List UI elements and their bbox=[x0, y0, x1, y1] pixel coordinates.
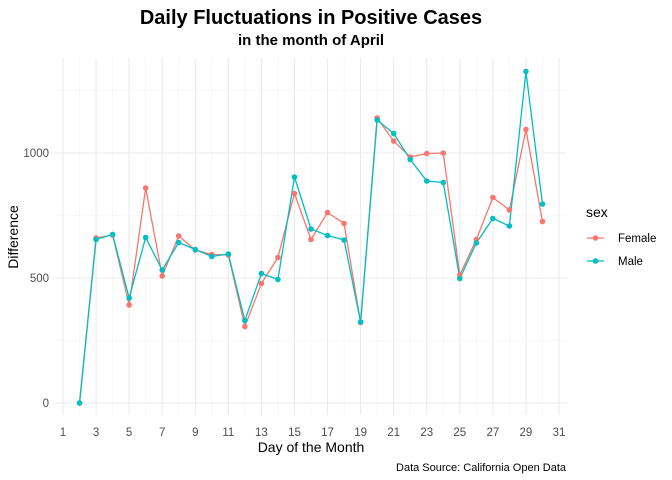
data-point-male bbox=[390, 130, 397, 137]
data-point-male bbox=[539, 201, 546, 207]
data-point-male bbox=[242, 317, 248, 324]
x-tick-label: 19 bbox=[354, 427, 367, 439]
data-point-female bbox=[142, 185, 149, 191]
x-tick-label: 27 bbox=[486, 427, 499, 439]
data-point-female bbox=[324, 209, 331, 216]
data-point-male bbox=[275, 276, 281, 283]
x-tick-label: 31 bbox=[553, 427, 566, 439]
x-tick-label: 29 bbox=[520, 427, 533, 439]
data-point-male bbox=[423, 178, 430, 184]
data-point-male bbox=[209, 253, 215, 260]
data-point-female bbox=[258, 280, 265, 287]
data-point-male bbox=[324, 232, 331, 239]
data-point-male bbox=[457, 275, 463, 282]
x-tick-label: 17 bbox=[321, 427, 334, 439]
data-point-male bbox=[357, 319, 364, 325]
data-point-female bbox=[275, 254, 281, 261]
data-point-male bbox=[192, 246, 199, 253]
x-tick-label: 9 bbox=[192, 427, 198, 439]
legend-label-female: Female bbox=[618, 233, 656, 245]
data-point-female bbox=[159, 273, 165, 279]
legend-key-point bbox=[592, 258, 599, 264]
y-tick-label: 0 bbox=[43, 398, 49, 410]
x-tick-label: 21 bbox=[387, 427, 400, 439]
x-tick-label: 5 bbox=[126, 427, 132, 439]
data-point-male bbox=[473, 240, 480, 246]
data-point-female bbox=[291, 190, 298, 197]
plot-series bbox=[76, 68, 546, 406]
data-point-female bbox=[539, 218, 546, 225]
data-point-female bbox=[523, 126, 529, 133]
x-tick-label: 23 bbox=[420, 427, 433, 439]
data-point-female bbox=[341, 220, 347, 227]
y-tick-label: 500 bbox=[30, 273, 49, 285]
data-point-female bbox=[126, 302, 132, 308]
chart-subtitle: in the month of April bbox=[238, 32, 384, 49]
data-point-female bbox=[440, 150, 447, 156]
data-point-female bbox=[490, 194, 496, 201]
data-point-male bbox=[76, 400, 83, 406]
x-tick-label: 25 bbox=[453, 427, 466, 439]
data-point-male bbox=[225, 251, 232, 257]
x-tick-label: 11 bbox=[222, 427, 234, 439]
data-point-female bbox=[308, 236, 314, 243]
legend: sex Female Male bbox=[586, 204, 656, 268]
data-point-male bbox=[407, 156, 414, 163]
data-point-male bbox=[341, 237, 347, 243]
data-point-male bbox=[159, 267, 165, 273]
data-point-male bbox=[109, 231, 116, 238]
x-tick-label: 3 bbox=[93, 427, 99, 439]
data-point-female bbox=[175, 233, 182, 239]
data-point-female bbox=[506, 207, 513, 213]
data-point-male bbox=[523, 68, 529, 75]
chart-title: Daily Fluctuations in Positive Cases bbox=[140, 7, 482, 29]
legend-key-point bbox=[592, 235, 599, 241]
data-point-male bbox=[291, 174, 298, 180]
legend-title: sex bbox=[586, 204, 608, 220]
data-point-female bbox=[390, 138, 397, 144]
x-tick-label: 7 bbox=[159, 427, 165, 439]
plot-grid bbox=[55, 58, 567, 415]
data-point-male bbox=[93, 236, 99, 243]
data-point-male bbox=[506, 223, 513, 229]
data-point-female bbox=[423, 150, 430, 157]
data-point-male bbox=[126, 295, 132, 301]
chart-caption: Data Source: California Open Data bbox=[396, 462, 567, 474]
data-point-male bbox=[440, 179, 447, 186]
x-tick-label: 13 bbox=[255, 427, 268, 439]
data-point-female bbox=[242, 323, 248, 330]
data-point-male bbox=[490, 215, 496, 222]
y-axis-title: Difference bbox=[5, 205, 21, 269]
data-point-male bbox=[374, 117, 380, 123]
x-axis-title: Day of the Month bbox=[258, 439, 365, 455]
x-axis-ticks: 1 3 5 7 9 11 13 15 17 19 21 23 25 27 29 31 bbox=[60, 427, 566, 439]
y-axis-ticks: 0 500 1000 bbox=[23, 148, 49, 410]
x-tick-label: 15 bbox=[288, 427, 301, 439]
x-tick-label: 1 bbox=[60, 427, 66, 439]
y-tick-label: 1000 bbox=[23, 148, 49, 160]
data-point-male bbox=[308, 226, 314, 232]
legend-label-male: Male bbox=[618, 256, 643, 268]
data-point-male bbox=[175, 239, 182, 246]
data-point-male bbox=[258, 270, 265, 277]
data-point-male bbox=[142, 234, 149, 241]
